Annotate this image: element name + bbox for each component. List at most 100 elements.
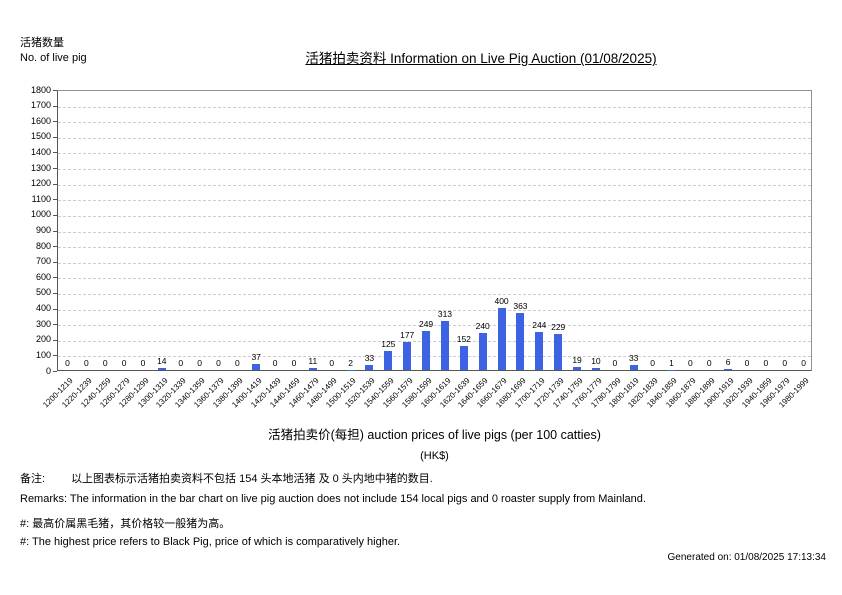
y-tick-mark [53,230,57,232]
y-tick-mark [53,136,57,138]
gridline [58,340,811,342]
bar-value-label: 10 [591,356,601,367]
gridline [58,184,811,186]
bar [346,369,355,370]
gridline [58,231,811,233]
y-tick-mark [53,261,57,263]
bar [252,364,261,370]
bar [403,342,412,370]
y-tick-label: 1300 [30,162,51,173]
gridline [58,356,811,358]
bar [422,331,431,370]
bar [308,368,317,370]
y-tick-mark [53,152,57,154]
y-tick-label: 300 [35,318,51,329]
bar [440,321,449,370]
y-tick-label: 1700 [30,100,51,111]
bar-value-label: 240 [475,320,490,331]
y-tick-label: 1100 [31,193,51,204]
y-tick-mark [53,339,57,341]
y-tick-label: 1200 [30,178,51,189]
gridline [58,278,811,280]
bar-value-label: 0 [121,358,127,368]
bar-value-label: 0 [272,358,278,368]
bar [157,367,166,370]
y-axis-caption: 活猪数量 No. of live pig [20,36,87,66]
y-tick-mark [53,324,57,326]
bar-value-label: 37 [251,352,261,363]
bar-value-label: 6 [725,357,731,368]
chart-title: 活猪拍卖资料 Information on Live Pig Auction (… [305,51,657,66]
bar-value-label: 0 [216,358,221,368]
remark-text-cjk: 以上图表标示活猪拍卖资料不包括 154 头本地活猪 及 0 头内地中猪的数目. [71,473,433,485]
y-tick-label: 900 [35,225,51,235]
bar-value-label: 177 [400,330,415,341]
bar-value-label: 0 [178,358,184,368]
bar-value-label: 0 [612,358,618,368]
y-tick-mark [53,355,57,357]
y-tick-mark [53,292,57,294]
bar [667,369,676,370]
bar-value-label: 125 [381,338,396,349]
y-tick-label: 700 [35,256,51,267]
bar-value-label: 0 [744,358,750,368]
bar-value-label: 0 [140,358,146,368]
bar-value-label: 249 [418,319,434,330]
y-tick-mark [53,277,57,279]
bar [516,313,525,370]
y-tick-mark [53,246,57,248]
bar-value-label: 0 [197,358,202,368]
remark-label-cjk: 备注: [20,473,46,485]
bar-value-label: 2 [348,357,353,368]
gridline [58,309,811,311]
bar [629,364,638,370]
bar [384,350,393,370]
gridline [58,200,811,202]
y-tick-label: 1000 [30,209,51,220]
gridline [58,153,811,155]
gridline [58,293,811,295]
bar-value-label: 0 [763,358,769,368]
gridline [58,137,811,139]
y-tick-label: 600 [35,271,51,282]
bar-value-label: 313 [437,309,453,320]
y-tick-label: 0 [45,365,51,376]
y-tick-label: 1800 [30,84,51,95]
bar-value-label: 0 [706,358,712,368]
bar-value-label: 0 [234,358,240,368]
bar-value-label: 0 [329,358,335,368]
bar-value-label: 400 [494,295,509,306]
x-axis-unit: (HK$) [420,450,449,462]
gridline [58,247,811,249]
bar-value-label: 0 [102,358,108,368]
y-tick-mark [53,199,57,201]
y-tick-label: 1400 [30,146,51,157]
gridline [58,106,811,108]
plot-area: 0 0 0 0 0 14 0 0 0 0 37 0 0 11 0 2 33 125 177 249 313 152 240 4… [57,90,812,371]
y-tick-label: 200 [35,334,51,345]
remark-line-en: Remarks: The information in the bar char… [20,493,646,505]
bar-value-label: 152 [456,334,471,345]
y-tick-label: 500 [35,287,51,298]
bar-value-label: 33 [364,352,375,363]
y-tick-mark [53,168,57,170]
bar-value-label: 0 [650,358,655,368]
y-tick-mark [53,308,57,310]
bar [478,332,487,370]
bar-value-label: 229 [551,322,566,333]
y-tick-label: 400 [35,303,51,314]
bar [497,307,506,370]
gridline [58,122,811,124]
bar [724,369,733,370]
y-tick-mark [53,183,57,185]
bar-value-label: 363 [513,301,528,312]
gridline [58,262,811,264]
generated-timestamp: Generated on: 01/08/2025 17:13:34 [667,552,826,563]
bar [535,331,544,370]
bar-value-label: 11 [308,356,318,367]
note-line-en: #: The highest price refers to Black Pig… [20,536,401,548]
bar-value-label: 0 [83,358,89,368]
gridline [58,169,811,171]
bar [459,346,468,370]
bar-value-label: 14 [157,355,167,366]
